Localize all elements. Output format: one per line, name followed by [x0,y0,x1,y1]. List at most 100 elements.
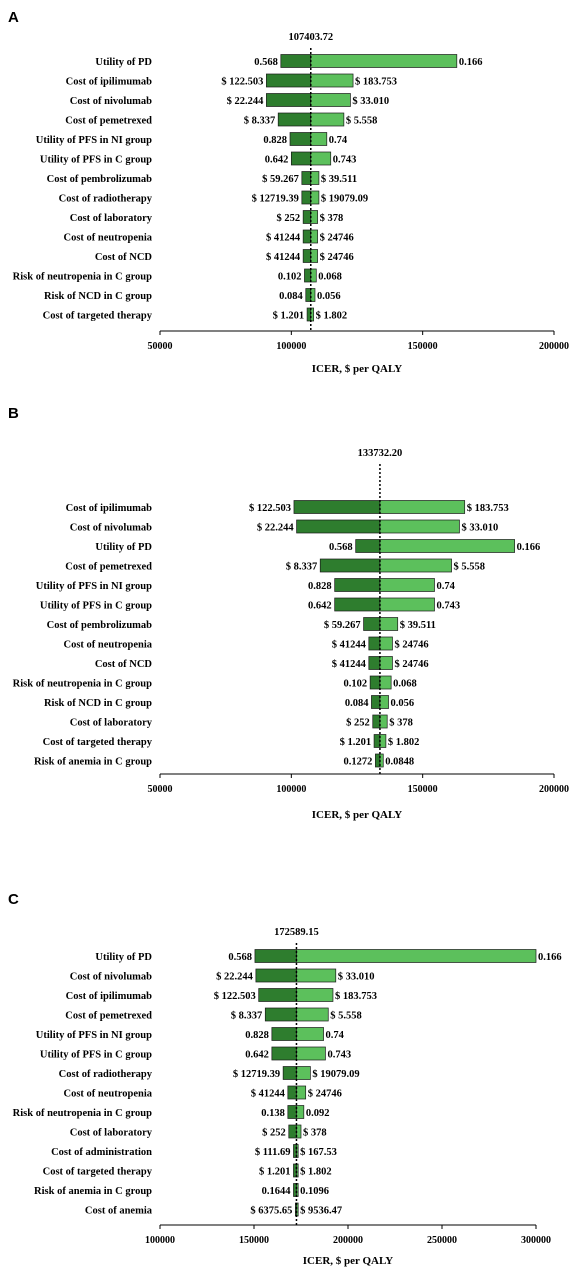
panel-c-bar-low [288,1124,297,1139]
panel-c-bar-low [293,1183,297,1197]
panel-c-bar-high [296,1046,326,1061]
panel-c-low-value-label: 0.138 [261,1108,285,1119]
panel-c-low-value-label: $ 22.244 [216,972,254,983]
panel-b-row-label: Risk of NCD in C group [44,698,152,709]
panel-b-bar-low [368,636,381,651]
panel-c-bar-low [255,968,297,983]
panel-b-bar-low [334,578,381,592]
panel-a-bar-high [310,307,315,322]
panel-a-bar-high [310,229,318,244]
panel-a-low-value-label: $ 41244 [266,233,301,244]
panel-a-bar-high [310,288,316,302]
panel-c-bar-high [296,1027,324,1041]
panel-a-high-value-label: $ 33.010 [352,96,389,107]
panel-c-low-value-label: $ 1.201 [259,1167,291,1178]
panel-c-row-label: Cost of administration [51,1147,152,1158]
panel-b-high-value-label: 0.068 [393,679,417,690]
panel-b-bar-high [379,636,393,651]
panel-c-row-label: Cost of nivolumab [70,972,152,983]
panel-c-bar-low [282,1066,297,1080]
panel-b-bar-low [363,617,381,631]
panel-c-x-tick-label: 300000 [521,1235,551,1246]
panel-a-low-value-label: 0.084 [279,291,303,302]
panel-b-bar-low [369,675,381,690]
panel-b-bar-high [379,558,452,573]
panel-a-bar-low [277,112,312,127]
panel-c-low-value-label: $ 111.69 [255,1147,291,1158]
panel-a-row-label: Risk of NCD in C group [44,291,152,302]
panel-c-row-label: Cost of ipilimumab [66,991,153,1002]
panel-b-high-value-label: 0.743 [436,601,460,612]
panel-c-letter: C [8,891,19,908]
panel-b-row-label: Utility of PFS in C group [40,601,152,612]
panel-b-bar-high [379,519,460,534]
panel-c-low-value-label: 0.642 [245,1050,269,1061]
panel-c-x-tick-label: 150000 [239,1235,269,1246]
panel-a-bar-low [302,249,312,263]
panel-c-low-value-label: 0.1644 [262,1186,292,1197]
panel-b-row-label: Cost of pemetrexed [65,562,152,573]
panel-c-high-value-label: $ 33.010 [338,972,375,983]
panel-b-low-value-label: 0.642 [308,601,332,612]
panel-c-bar-low [271,1027,297,1041]
panel-c-bar-high [296,1066,311,1080]
panel-c-row-label: Utility of PFS in C group [40,1050,152,1061]
panel-b-low-value-label: 0.102 [344,679,368,690]
panel-c-x-axis-label: ICER, $ per QALY [303,1255,394,1267]
panel-c-high-value-label: 0.743 [327,1050,351,1061]
panel-c-row-label: Cost of laboratory [70,1128,153,1139]
panel-b-low-value-label: $ 252 [346,718,370,729]
panel-b-bar-high [379,578,435,592]
panel-b-x-tick-label: 100000 [276,784,306,795]
panel-b-low-value-label: 0.828 [308,581,332,592]
panel-c-row-label: Cost of radiotherapy [59,1069,153,1080]
panel-b-high-value-label: $ 1.802 [388,737,420,748]
panel-a-bar-high [310,132,328,146]
panel-c-bar-low [264,1007,297,1022]
panel-a-bar-low [280,54,312,68]
panel-c-high-value-label: $ 167.53 [300,1147,337,1158]
panel-a-low-value-label: $ 122.503 [221,77,263,88]
panel-a-high-value-label: $ 24746 [320,233,354,244]
panel-a-x-tick-label: 200000 [539,341,569,352]
panel-a-x-tick-label: 50000 [148,341,173,352]
panel-b-row-label: Cost of pembrolizumab [47,620,153,631]
panel-b-row-label: Risk of anemia in C group [34,757,152,768]
panel-b-row-label: Cost of neutropenia [64,640,153,651]
panel-c-high-value-label: $ 9536.47 [300,1206,342,1217]
panel-b-bar-low [334,597,381,612]
panel-b-row-label: Cost of NCD [95,659,153,670]
panel-c-high-value-label: $ 24746 [308,1089,342,1100]
panel-b-bar-low [371,695,381,709]
panel-c-row-label: Utility of PFS in NI group [36,1030,152,1041]
panel-c-high-value-label: $ 5.558 [330,1011,362,1022]
panel-a-row-label: Utility of PFS in C group [40,155,152,166]
panel-b-low-value-label: $ 41244 [332,640,367,651]
panel-b-high-value-label: $ 39.511 [400,620,436,631]
panel-c-low-value-label: 0.828 [245,1030,269,1041]
panel-c-bar-low [287,1085,297,1100]
panel-c-bar-high [296,1183,299,1197]
panel-c-high-value-label: $ 183.753 [335,991,377,1002]
panel-a-row-label: Risk of neutropenia in C group [13,272,153,283]
panel-b-bar-low [373,734,381,748]
panel-a-row-label: Cost of radiotherapy [59,194,153,205]
panel-a-high-value-label: $ 183.753 [355,77,397,88]
panel-c-x-tick-label: 250000 [427,1235,457,1246]
panel-c-high-value-label: 0.092 [306,1108,330,1119]
panel-c-bar-low [254,949,297,963]
panel-b-high-value-label: $ 33.010 [461,523,498,534]
panel-a-bar-low [302,210,312,224]
panel-b-low-value-label: $ 22.244 [257,523,295,534]
panel-c-bar-low [258,988,297,1002]
panel-a-bar-low [266,73,312,88]
panel-a-bar-high [310,249,318,263]
panel-a-base-value-label: 107403.72 [288,32,333,43]
panel-c-bar-high [296,1202,299,1217]
panel-a-low-value-label: 0.568 [254,57,278,68]
panel-b-low-value-label: $ 122.503 [249,503,291,514]
panel-c-high-value-label: $ 378 [303,1128,327,1139]
panel-a-low-value-label: $ 252 [277,213,301,224]
panel-a-high-value-label: $ 19079.09 [321,194,368,205]
panel-a-high-value-label: $ 24746 [320,252,354,263]
